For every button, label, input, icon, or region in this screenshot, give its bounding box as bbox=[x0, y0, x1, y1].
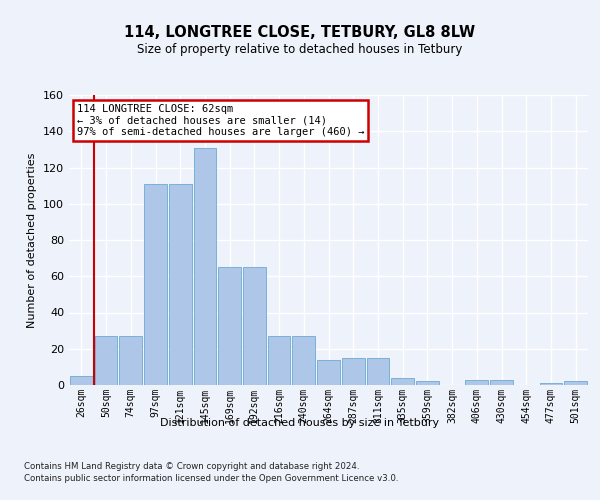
Bar bbox=[466, 380, 488, 385]
Text: Distribution of detached houses by size in Tetbury: Distribution of detached houses by size … bbox=[160, 418, 440, 428]
Bar bbox=[416, 382, 439, 385]
Y-axis label: Number of detached properties: Number of detached properties bbox=[28, 152, 37, 328]
Bar bbox=[144, 184, 167, 385]
Bar bbox=[218, 267, 241, 385]
Text: Contains HM Land Registry data © Crown copyright and database right 2024.
Contai: Contains HM Land Registry data © Crown c… bbox=[24, 462, 398, 483]
Bar bbox=[243, 267, 266, 385]
Bar bbox=[539, 383, 562, 385]
Bar bbox=[119, 336, 142, 385]
Text: 114 LONGTREE CLOSE: 62sqm
← 3% of detached houses are smaller (14)
97% of semi-d: 114 LONGTREE CLOSE: 62sqm ← 3% of detach… bbox=[77, 104, 364, 137]
Bar bbox=[317, 360, 340, 385]
Bar bbox=[70, 376, 93, 385]
Bar bbox=[391, 378, 414, 385]
Bar bbox=[292, 336, 315, 385]
Bar bbox=[95, 336, 118, 385]
Bar bbox=[268, 336, 290, 385]
Text: 114, LONGTREE CLOSE, TETBURY, GL8 8LW: 114, LONGTREE CLOSE, TETBURY, GL8 8LW bbox=[124, 25, 476, 40]
Text: Size of property relative to detached houses in Tetbury: Size of property relative to detached ho… bbox=[137, 44, 463, 57]
Bar bbox=[490, 380, 513, 385]
Bar bbox=[194, 148, 216, 385]
Bar bbox=[367, 358, 389, 385]
Bar bbox=[564, 382, 587, 385]
Bar bbox=[169, 184, 191, 385]
Bar bbox=[342, 358, 365, 385]
